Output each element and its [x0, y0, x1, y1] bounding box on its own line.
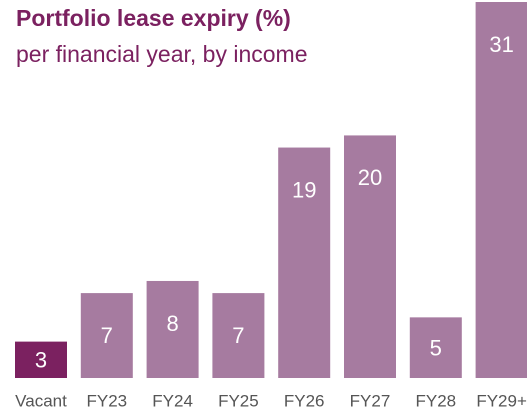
x-tick-label: FY23 — [86, 391, 127, 410]
x-tick-label: FY27 — [350, 391, 391, 410]
x-tick-label: FY29+ — [476, 391, 527, 410]
x-tick-label: FY28 — [415, 391, 456, 410]
x-tick-label: FY24 — [152, 391, 193, 410]
value-label: 31 — [489, 32, 513, 57]
bar — [475, 2, 527, 378]
bar — [409, 317, 462, 378]
bar — [15, 341, 67, 378]
value-label: 7 — [232, 323, 244, 348]
value-label: 5 — [430, 335, 442, 360]
value-label: 19 — [292, 177, 316, 202]
value-label: 8 — [166, 311, 178, 336]
chart-title: Portfolio lease expiry (%) — [16, 5, 291, 31]
bar — [278, 147, 331, 378]
value-label: 20 — [358, 165, 382, 190]
x-tick-label: Vacant — [15, 391, 67, 410]
value-label: 7 — [101, 323, 113, 348]
bar — [212, 293, 265, 378]
bar — [344, 135, 396, 378]
bar — [146, 280, 199, 378]
bar — [80, 293, 133, 378]
x-tick-label: FY26 — [284, 391, 325, 410]
x-tick-label: FY25 — [218, 391, 259, 410]
value-label: 3 — [35, 348, 47, 373]
chart-subtitle: per financial year, by income — [16, 41, 308, 67]
